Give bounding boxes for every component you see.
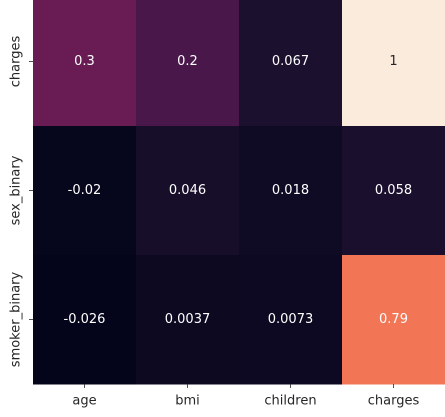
- x-tick-label-charges: charges: [368, 394, 420, 409]
- heatmap-cell-charges-children: [239, 0, 343, 127]
- y-tick-label-charges: charges: [9, 36, 24, 88]
- cell-label-sex_binary-charges: 0.058: [375, 183, 412, 198]
- heatmap-cell-smoker_binary-charges: [342, 255, 445, 385]
- cell-label-sex_binary-age: -0.02: [68, 183, 102, 198]
- cell-label-charges-age: 0.3: [74, 54, 95, 69]
- x-tick-label-bmi: bmi: [175, 394, 200, 409]
- x-axis: age bmi children charges: [72, 384, 419, 409]
- heatmap-cell-sex_binary-bmi: [136, 126, 240, 256]
- cell-label-smoker_binary-bmi: 0.0037: [165, 312, 211, 327]
- cell-label-charges-children: 0.067: [272, 54, 309, 69]
- y-tick-label-smoker_binary: smoker_binary: [9, 271, 24, 367]
- heatmap-cell-smoker_binary-children: [239, 255, 343, 385]
- y-tick-label-sex_binary: sex_binary: [9, 155, 24, 225]
- heatmap-cell-charges-bmi: [136, 0, 240, 127]
- cell-annotations: 0.3 0.2 0.067 1 -0.02 0.046 0.018 0.058 -0.026 0.…: [64, 54, 413, 327]
- cell-label-smoker_binary-charges: 0.79: [379, 312, 408, 327]
- heatmap-cell-charges-age: [33, 0, 137, 127]
- cell-label-sex_binary-bmi: 0.046: [169, 183, 206, 198]
- heatmap-cell-sex_binary-charges: [342, 126, 445, 256]
- heatmap-cells: [33, 0, 445, 385]
- x-tick-label-age: age: [72, 394, 96, 409]
- heatmap-cell-smoker_binary-bmi: [136, 255, 240, 385]
- cell-label-charges-charges: 1: [389, 54, 397, 69]
- heatmap-cell-smoker_binary-age: [33, 255, 137, 385]
- heatmap-cell-sex_binary-children: [239, 126, 343, 256]
- cell-label-smoker_binary-children: 0.0073: [268, 312, 314, 327]
- cell-label-sex_binary-children: 0.018: [272, 183, 309, 198]
- cell-label-charges-bmi: 0.2: [177, 54, 198, 69]
- y-axis: charges sex_binary smoker_binary: [9, 36, 33, 367]
- x-tick-label-children: children: [264, 394, 316, 409]
- heatmap-cell-charges-charges: [342, 0, 445, 127]
- cell-label-smoker_binary-age: -0.026: [64, 312, 106, 327]
- heatmap-cell-sex_binary-age: [33, 126, 137, 256]
